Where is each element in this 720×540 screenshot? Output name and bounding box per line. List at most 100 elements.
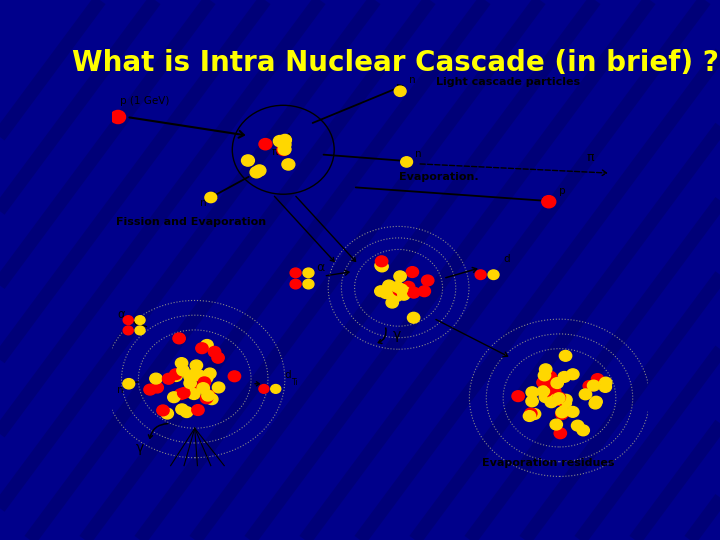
Circle shape xyxy=(184,372,196,382)
Circle shape xyxy=(170,369,182,380)
Circle shape xyxy=(588,380,600,391)
Circle shape xyxy=(559,398,572,409)
Circle shape xyxy=(200,373,213,383)
Circle shape xyxy=(303,268,314,278)
Circle shape xyxy=(549,386,561,396)
Circle shape xyxy=(181,407,193,417)
Circle shape xyxy=(123,326,133,335)
Circle shape xyxy=(556,407,568,418)
Circle shape xyxy=(253,165,266,176)
Text: π: π xyxy=(586,151,594,165)
Text: π: π xyxy=(272,147,279,157)
Circle shape xyxy=(123,379,135,389)
Text: n: n xyxy=(409,75,416,85)
Circle shape xyxy=(202,390,214,401)
Circle shape xyxy=(123,316,133,325)
Text: Ti: Ti xyxy=(292,377,299,387)
Circle shape xyxy=(512,391,524,402)
Circle shape xyxy=(580,389,592,400)
Circle shape xyxy=(176,404,188,415)
Circle shape xyxy=(173,333,185,344)
Circle shape xyxy=(376,261,388,272)
Text: γ: γ xyxy=(393,328,402,342)
Circle shape xyxy=(526,387,539,397)
Circle shape xyxy=(559,394,572,405)
Circle shape xyxy=(553,394,565,405)
Circle shape xyxy=(528,409,541,420)
Circle shape xyxy=(402,281,415,292)
Circle shape xyxy=(151,382,163,393)
Circle shape xyxy=(161,408,174,419)
Circle shape xyxy=(553,392,565,403)
Circle shape xyxy=(170,370,182,381)
Circle shape xyxy=(190,360,202,371)
Circle shape xyxy=(212,382,225,393)
Circle shape xyxy=(380,288,392,299)
Circle shape xyxy=(401,157,413,167)
Text: α: α xyxy=(117,308,125,321)
Circle shape xyxy=(523,410,536,421)
Circle shape xyxy=(135,316,145,325)
Circle shape xyxy=(541,195,556,208)
Circle shape xyxy=(525,408,537,419)
Circle shape xyxy=(599,382,611,392)
Circle shape xyxy=(205,192,217,202)
Circle shape xyxy=(206,394,218,404)
Text: γ: γ xyxy=(136,441,144,455)
Circle shape xyxy=(274,136,287,147)
Circle shape xyxy=(185,380,197,391)
Circle shape xyxy=(303,279,314,289)
Circle shape xyxy=(279,134,292,146)
Circle shape xyxy=(556,409,568,420)
Circle shape xyxy=(589,398,601,409)
Circle shape xyxy=(174,389,187,400)
Circle shape xyxy=(259,139,272,150)
Circle shape xyxy=(277,144,290,156)
Text: n: n xyxy=(200,198,207,208)
Circle shape xyxy=(212,353,224,363)
Circle shape xyxy=(395,86,406,97)
Circle shape xyxy=(379,287,392,298)
Circle shape xyxy=(278,139,291,150)
Circle shape xyxy=(544,372,557,382)
Circle shape xyxy=(408,312,420,323)
Circle shape xyxy=(374,286,387,296)
Circle shape xyxy=(546,377,559,388)
Circle shape xyxy=(271,384,281,393)
Circle shape xyxy=(539,392,552,402)
Text: Fission and Evaporation: Fission and Evaporation xyxy=(116,217,266,227)
Circle shape xyxy=(550,394,562,405)
Text: α: α xyxy=(317,260,325,273)
Circle shape xyxy=(572,420,584,431)
Circle shape xyxy=(228,371,240,382)
Circle shape xyxy=(567,369,579,380)
Circle shape xyxy=(406,267,418,278)
Circle shape xyxy=(196,343,208,354)
Text: p (1 GeV): p (1 GeV) xyxy=(120,96,169,106)
Circle shape xyxy=(203,390,215,401)
Circle shape xyxy=(168,392,180,403)
Text: Evaporation residues: Evaporation residues xyxy=(482,458,614,468)
Circle shape xyxy=(177,365,189,376)
Circle shape xyxy=(250,167,263,178)
Circle shape xyxy=(559,350,572,361)
Circle shape xyxy=(551,377,563,388)
Circle shape xyxy=(241,155,254,166)
Circle shape xyxy=(208,347,221,357)
Circle shape xyxy=(135,326,145,335)
Circle shape xyxy=(184,377,197,388)
Circle shape xyxy=(539,370,551,381)
Circle shape xyxy=(546,382,558,393)
Circle shape xyxy=(591,374,603,384)
Circle shape xyxy=(590,396,602,407)
Circle shape xyxy=(545,397,557,408)
Circle shape xyxy=(192,404,204,415)
Circle shape xyxy=(398,287,410,298)
Circle shape xyxy=(197,383,210,394)
Text: p: p xyxy=(559,186,566,196)
Circle shape xyxy=(189,369,201,380)
Circle shape xyxy=(537,377,549,388)
Circle shape xyxy=(421,275,434,286)
Circle shape xyxy=(200,393,212,404)
Circle shape xyxy=(418,286,431,296)
